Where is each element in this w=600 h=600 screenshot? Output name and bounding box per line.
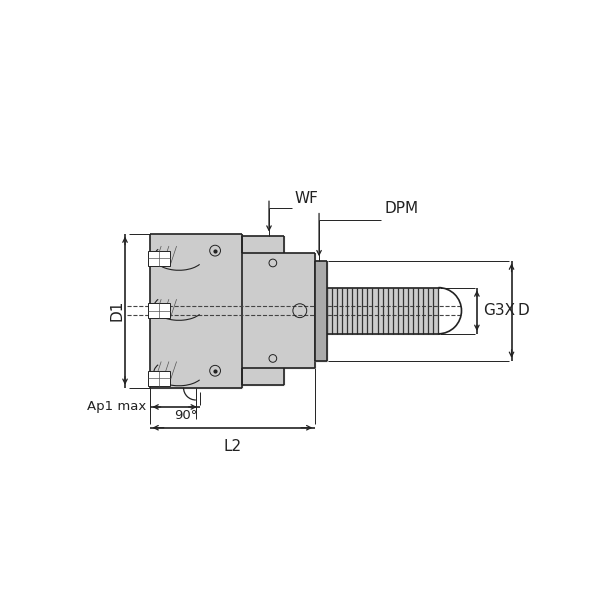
Bar	[148, 371, 170, 386]
Text: 90°: 90°	[174, 409, 197, 422]
Text: DPM: DPM	[385, 201, 419, 216]
Polygon shape	[242, 368, 284, 385]
Text: WF: WF	[295, 191, 318, 206]
Polygon shape	[242, 236, 284, 253]
Polygon shape	[327, 287, 439, 334]
Text: Ap1 max: Ap1 max	[86, 400, 146, 413]
Bar	[148, 251, 170, 266]
Text: L2: L2	[223, 439, 241, 454]
Text: G3X: G3X	[483, 303, 515, 318]
Polygon shape	[242, 253, 315, 368]
Polygon shape	[149, 233, 242, 388]
Text: D: D	[518, 303, 529, 318]
Text: D1: D1	[110, 300, 125, 322]
Polygon shape	[315, 260, 327, 361]
Bar	[148, 303, 170, 319]
